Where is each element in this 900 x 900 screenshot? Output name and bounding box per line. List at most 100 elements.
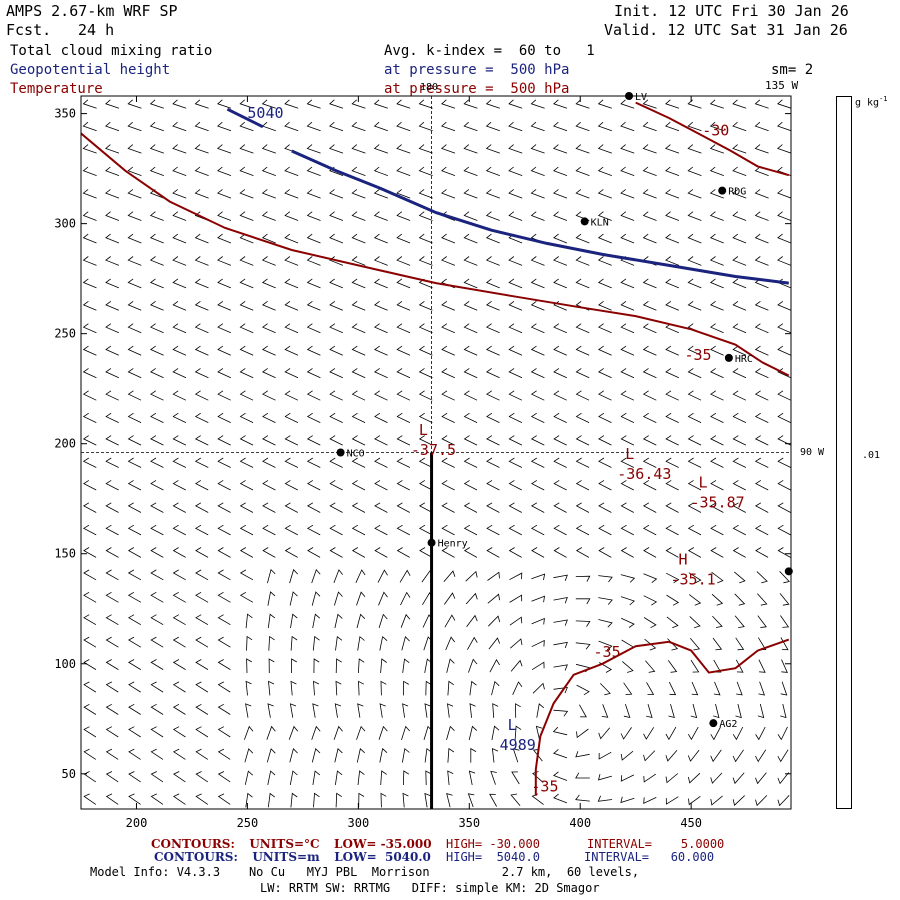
wind-barb [402, 658, 410, 673]
wind-barb [82, 166, 97, 176]
wind-barb [105, 278, 120, 289]
wind-barb [530, 412, 545, 423]
station-dot [427, 538, 436, 547]
wind-barb [777, 256, 791, 266]
wind-barb [357, 635, 365, 651]
wind-barb [553, 121, 568, 132]
wind-barb [172, 278, 187, 289]
wind-barb [553, 323, 567, 334]
wind-barb [447, 747, 455, 763]
wind-barb [485, 166, 500, 176]
wind-barb [465, 592, 478, 605]
wind-barb [82, 121, 97, 132]
wind-barb [239, 435, 254, 446]
wind-barb [598, 435, 612, 446]
wind-barb [217, 681, 231, 693]
wind-barb [667, 660, 678, 673]
wind-barb [306, 390, 321, 401]
wind-barb [329, 211, 344, 221]
wind-barb [306, 502, 321, 513]
wind-barb [261, 99, 276, 109]
wind-barb [575, 524, 590, 536]
wind-barb [508, 480, 522, 491]
wind-barb [486, 435, 500, 446]
wind-barb [575, 620, 591, 627]
wind-barb [82, 189, 97, 199]
wind-barb [396, 323, 411, 334]
wind-barb [127, 189, 142, 199]
wind-barb [268, 658, 275, 674]
wind-barb [149, 233, 164, 244]
wind-barb [150, 636, 164, 648]
wind-barb [710, 435, 724, 446]
wind-barb [418, 502, 433, 513]
wind-barb [217, 726, 231, 738]
wind-barb [239, 547, 254, 558]
wind-barb [418, 99, 433, 109]
wind-barb [642, 166, 657, 176]
wind-barb [709, 278, 724, 289]
wind-barb [620, 99, 635, 109]
wind-barb [172, 345, 187, 356]
wind-barb [351, 144, 366, 154]
wind-barb [531, 661, 545, 671]
wind-barb [83, 748, 97, 760]
wind-barb [284, 547, 298, 558]
wind-barb [127, 368, 142, 379]
wind-barb [396, 390, 411, 401]
footer-temp-label: CONTOURS: [151, 837, 235, 851]
wind-barb [351, 480, 366, 491]
wind-barb [150, 614, 164, 626]
wind-barb [687, 524, 702, 536]
wind-barb [758, 681, 766, 696]
wind-barb [575, 575, 591, 582]
wind-barb [597, 144, 612, 154]
wind-barb [374, 502, 388, 513]
wind-barb [598, 727, 611, 740]
contour-label: -35 [594, 643, 621, 661]
wind-barb [620, 189, 635, 199]
wind-barb [441, 300, 455, 311]
wind-barb [687, 166, 702, 176]
colorbar-value: .01 [862, 450, 881, 461]
x-tick-label: 450 [680, 816, 702, 830]
wind-barb [532, 682, 545, 694]
wind-barb [419, 547, 433, 558]
height-contour-0 [226, 107, 264, 129]
wind-barb [373, 121, 388, 132]
wind-barb [508, 189, 523, 199]
wind-barb [150, 524, 164, 536]
wind-barb [508, 502, 522, 513]
wind-barb [447, 703, 454, 718]
wind-barb [709, 211, 724, 221]
wind-barb [82, 233, 97, 244]
wind-barb [373, 166, 388, 176]
wind-barb [754, 99, 769, 109]
wind-barb [329, 233, 344, 244]
wind-barb [284, 189, 299, 199]
wind-barb [217, 703, 231, 715]
wind-barb [756, 571, 768, 584]
wind-barb [687, 189, 702, 199]
wind-barb [642, 300, 657, 311]
wind-barb [687, 749, 700, 762]
wind-barb [333, 725, 343, 740]
wind-barb [777, 726, 788, 741]
wind-barb [239, 502, 254, 513]
wind-barb [195, 748, 209, 760]
wind-barb [441, 99, 456, 109]
wind-barb [620, 166, 635, 176]
wind-barb [357, 703, 364, 718]
wind-barb [553, 709, 569, 717]
wind-barb [709, 345, 724, 356]
wind-barb [351, 435, 366, 446]
wind-barb [441, 345, 455, 356]
wind-barb [418, 368, 433, 379]
wind-barb [194, 457, 209, 468]
wind-barb [128, 614, 142, 626]
wind-barb [396, 99, 411, 109]
wind-barb [217, 233, 232, 244]
wind-barb [687, 412, 702, 423]
wind-barb [380, 680, 387, 696]
wind-barb [575, 323, 590, 334]
